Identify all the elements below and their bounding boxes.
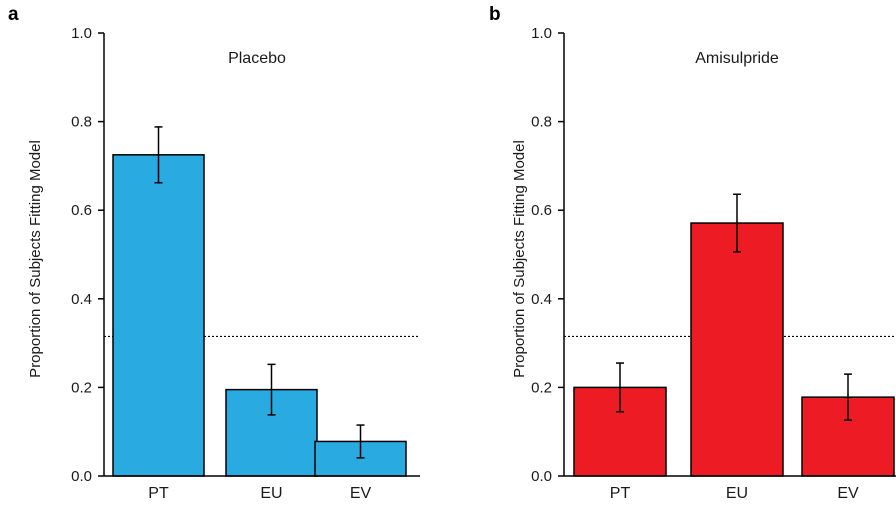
panel-a-y-axis-label: Proportion of Subjects Fitting Model bbox=[27, 140, 44, 378]
panel-a-title: Placebo bbox=[228, 50, 286, 67]
panel-a-y-tick-label: 0.0 bbox=[71, 468, 92, 485]
panel-b-y-tick-label: 0.8 bbox=[531, 114, 552, 131]
panel-b-y-axis-label: Proportion of Subjects Fitting Model bbox=[511, 140, 528, 378]
panel-a-y-tick-label: 0.2 bbox=[71, 379, 92, 396]
panel-b-bar-eu bbox=[690, 222, 784, 477]
panel-a-y-tick-label: 0.4 bbox=[71, 291, 92, 308]
panel-b-title: Amisulpride bbox=[695, 50, 779, 67]
panel-a-x-tick-label: PT bbox=[148, 485, 169, 502]
panel-a: a Placebo Proportion of Subjects Fitting… bbox=[8, 4, 420, 502]
panel-a-y-tick-label: 1.0 bbox=[71, 25, 92, 42]
panel-b-x-tick-label: PT bbox=[610, 485, 631, 502]
panel-b-y-tick-label: 1.0 bbox=[531, 25, 552, 42]
panel-b-y-tick-label: 0.0 bbox=[531, 468, 552, 485]
panel-b-letter: b bbox=[489, 4, 501, 25]
panel-a-x-tick-label: EV bbox=[350, 485, 372, 502]
panel-b: b Amisulpride Proportion of Subjects Fit… bbox=[489, 4, 896, 502]
panel-a-y-tick-label: 0.6 bbox=[71, 202, 92, 219]
panel-b-x-tick-label: EV bbox=[837, 485, 859, 502]
panel-b-y-tick-label: 0.2 bbox=[531, 379, 552, 396]
panel-a-bar-pt bbox=[112, 154, 205, 477]
panel-a-x-tick-label: EU bbox=[260, 485, 282, 502]
panel-a-letter: a bbox=[8, 4, 19, 25]
panel-b-x-tick-label: EU bbox=[726, 485, 748, 502]
panel-b-y-tick-label: 0.4 bbox=[531, 291, 552, 308]
panel-b-y-tick-label: 0.6 bbox=[531, 202, 552, 219]
panel-a-y-tick-label: 0.8 bbox=[71, 114, 92, 131]
